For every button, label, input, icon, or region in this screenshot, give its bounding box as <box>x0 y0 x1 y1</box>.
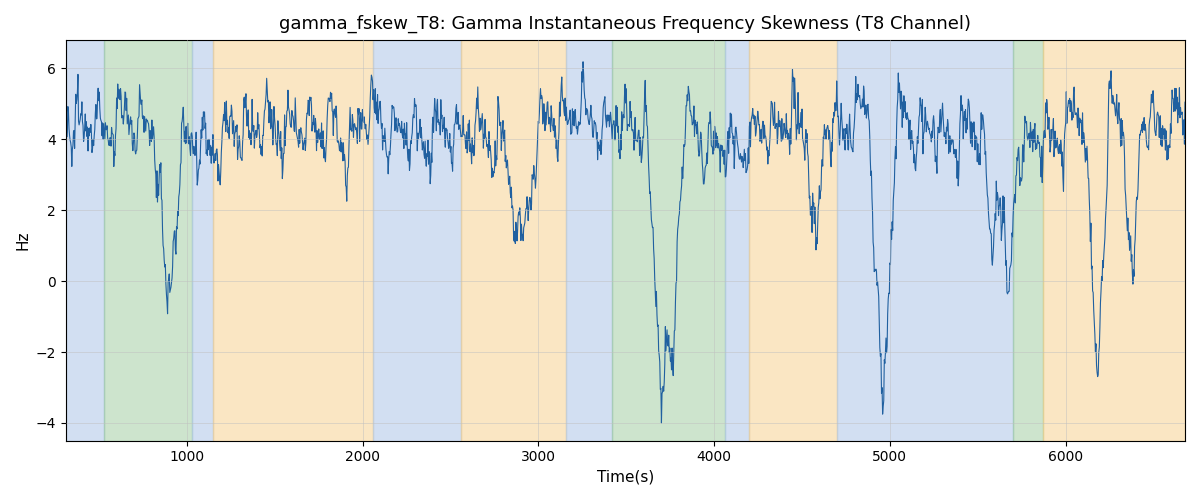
Bar <box>214 40 373 440</box>
Bar <box>749 40 838 440</box>
Y-axis label: Hz: Hz <box>16 230 30 250</box>
X-axis label: Time(s): Time(s) <box>596 470 654 485</box>
Bar <box>461 40 566 440</box>
Bar <box>66 40 104 440</box>
Bar <box>104 40 192 440</box>
Title: gamma_fskew_T8: Gamma Instantaneous Frequency Skewness (T8 Channel): gamma_fskew_T8: Gamma Instantaneous Freq… <box>280 15 971 34</box>
Bar <box>612 40 725 440</box>
Bar <box>725 40 749 440</box>
Bar <box>838 40 1013 440</box>
Bar <box>566 40 612 440</box>
Bar <box>373 40 461 440</box>
Bar <box>1043 40 1186 440</box>
Bar <box>1013 40 1043 440</box>
Bar <box>192 40 214 440</box>
